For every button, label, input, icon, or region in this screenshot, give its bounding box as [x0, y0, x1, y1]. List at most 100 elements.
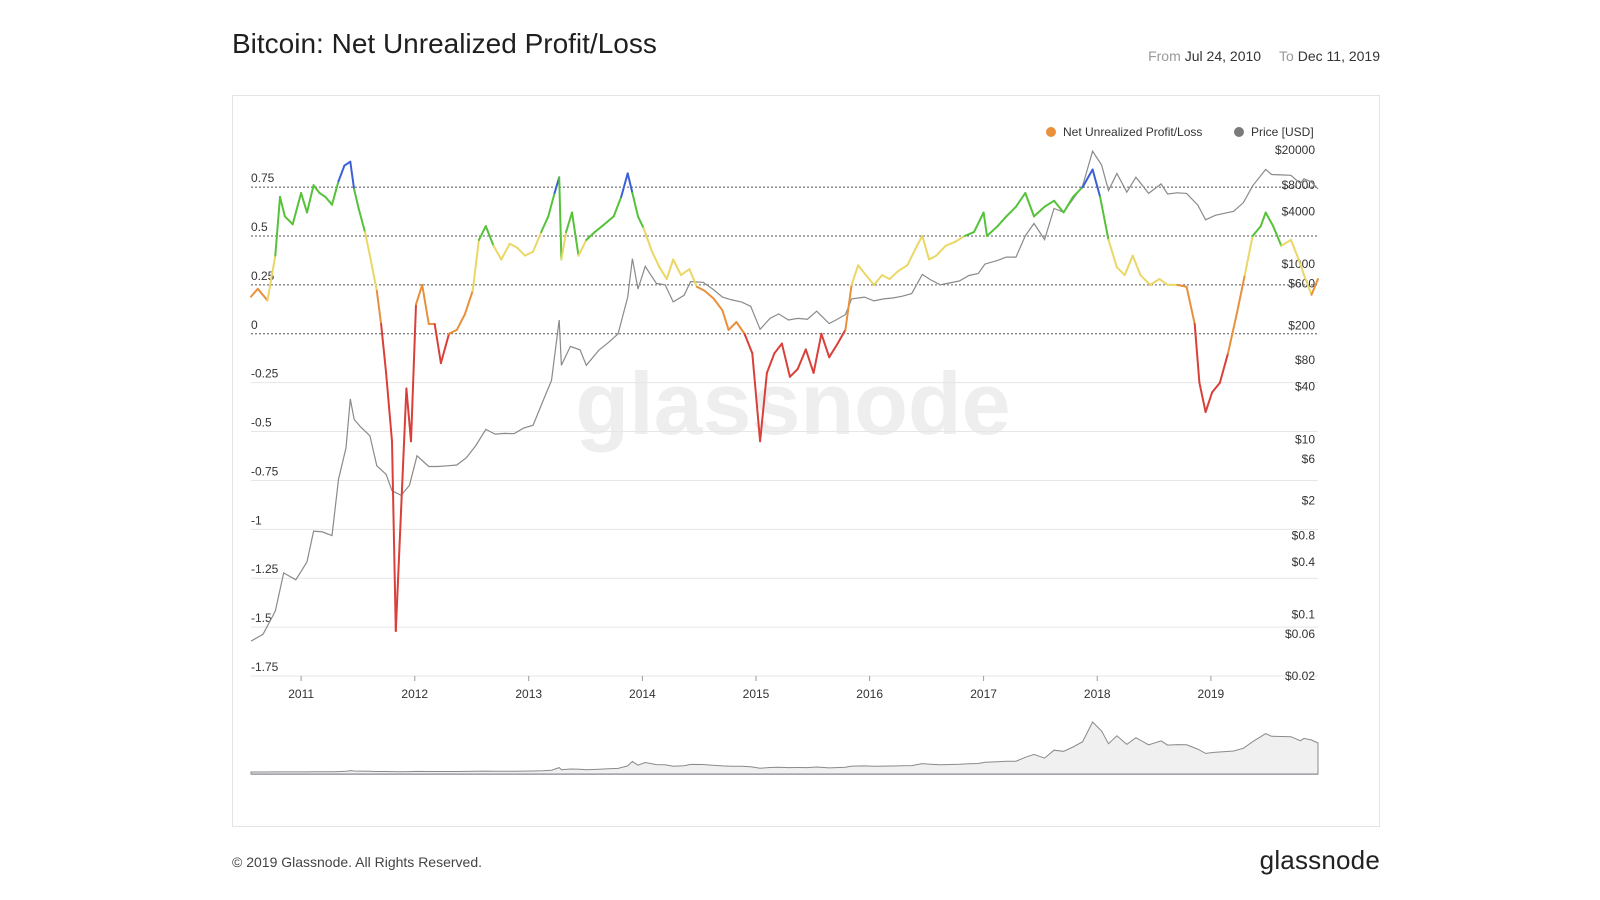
- nupl-segment: [651, 250, 661, 269]
- nupl-segment: [1251, 225, 1262, 237]
- nupl-segment: [765, 352, 776, 374]
- nupl-segment: [250, 287, 259, 298]
- nupl-segment: [492, 244, 503, 261]
- nupl-segment: [944, 240, 956, 247]
- nupl-series[interactable]: [250, 160, 1319, 632]
- nupl-segment: [897, 264, 909, 273]
- legend-nupl-label[interactable]: Net Unrealized Profit/Loss: [1063, 125, 1202, 139]
- nupl-segment: [368, 254, 378, 292]
- nupl-segment: [439, 332, 450, 365]
- nupl-segment: [620, 172, 629, 198]
- nupl-segment: [888, 270, 899, 280]
- nupl-segment: [1043, 199, 1055, 208]
- left-tick-label: -0.75: [251, 464, 279, 478]
- nupl-segment: [820, 332, 831, 359]
- x-tick-label: 2015: [743, 687, 770, 701]
- nupl-segment: [864, 274, 875, 286]
- nupl-segment: [306, 184, 315, 214]
- nupl-segment: [375, 289, 383, 325]
- nupl-segment: [357, 207, 366, 234]
- nupl-segment: [593, 223, 606, 234]
- from-date[interactable]: Jul 24, 2010: [1184, 48, 1262, 64]
- nupl-segment: [788, 368, 799, 378]
- nupl-segment: [1123, 254, 1134, 277]
- nupl-segment: [471, 238, 480, 292]
- navigator-area: [250, 721, 1319, 775]
- from-label: From: [1148, 48, 1181, 64]
- to-label: To: [1278, 48, 1294, 64]
- nupl-segment: [1131, 254, 1142, 277]
- right-tick-label: $4000: [1282, 204, 1316, 218]
- nupl-segment: [996, 215, 1008, 228]
- nupl-segment: [743, 332, 754, 355]
- right-tick-label: $0.4: [1292, 555, 1316, 569]
- nupl-segment: [1310, 278, 1319, 296]
- nupl-segment: [1176, 283, 1188, 288]
- nupl-segment: [1280, 238, 1292, 247]
- nupl-segment: [688, 268, 698, 288]
- nupl-segment: [500, 242, 511, 261]
- right-tick-label: $0.8: [1292, 529, 1316, 543]
- nupl-segment: [331, 180, 340, 206]
- nupl-segment: [349, 160, 356, 191]
- nupl-segment: [812, 332, 823, 374]
- to-date[interactable]: Dec 11, 2019: [1297, 48, 1380, 64]
- nupl-segment: [385, 371, 393, 443]
- x-tick-label: 2019: [1198, 687, 1225, 701]
- nupl-segment: [1185, 285, 1196, 325]
- nupl-segment: [916, 235, 924, 247]
- nupl-segment: [1227, 313, 1238, 355]
- glassnode-logo[interactable]: glassnode: [1259, 845, 1380, 875]
- nupl-segment: [1193, 323, 1201, 384]
- nupl-segment: [780, 342, 791, 378]
- nupl-segment: [410, 303, 417, 443]
- legend[interactable]: Net Unrealized Profit/Loss Price [USD]: [1046, 125, 1314, 139]
- nupl-segment: [712, 297, 724, 312]
- nupl-segment: [631, 192, 639, 218]
- nupl-segment: [577, 238, 588, 257]
- x-tick-label: 2014: [629, 687, 656, 701]
- nupl-segment: [954, 235, 966, 243]
- right-tick-label: $8000: [1282, 178, 1316, 192]
- nupl-segment: [1091, 168, 1102, 198]
- nupl-segment: [642, 227, 653, 253]
- left-tick-label: -1.5: [251, 611, 272, 625]
- copyright: © 2019 Glassnode. All Rights Reserved.: [232, 854, 483, 870]
- nupl-segment: [433, 323, 442, 365]
- nupl-segment: [637, 215, 645, 230]
- nupl-segment: [1033, 205, 1046, 218]
- nupl-segment: [540, 215, 550, 234]
- price-series[interactable]: [250, 149, 1319, 642]
- left-axis-ticks: 0.75 0.5 0.25 0 -0.25 -0.5 -0.75 -1 -1.25 -1.5 -1.…: [251, 171, 279, 674]
- right-tick-label: $0.1: [1292, 608, 1316, 622]
- nupl-segment: [394, 508, 403, 632]
- nupl-segment: [1149, 278, 1161, 286]
- nupl-chart[interactable]: glassnode 0.75 0.5 0.25 0 -0.25 -0.5 -0.75 -1 -1…: [233, 96, 1379, 826]
- nupl-segment: [405, 387, 412, 443]
- legend-price-label[interactable]: Price [USD]: [1251, 125, 1314, 139]
- chart-title: Bitcoin: Net Unrealized Profit/Loss: [232, 28, 657, 59]
- nupl-segment: [337, 164, 346, 183]
- nupl-segment: [850, 264, 860, 286]
- nupl-segment: [986, 225, 999, 237]
- nupl-segment: [565, 211, 573, 234]
- nupl-segment: [773, 342, 783, 355]
- nupl-segment: [759, 371, 768, 443]
- nupl-segment: [1053, 199, 1065, 214]
- nupl-segment: [1024, 192, 1035, 218]
- nupl-segment: [658, 266, 668, 280]
- nupl-segment: [291, 192, 303, 226]
- left-tick-label: -1.75: [251, 660, 279, 674]
- date-range[interactable]: From Jul 24, 2010 To Dec 11, 2019: [1148, 48, 1380, 64]
- nupl-segment: [735, 321, 746, 335]
- nupl-segment: [318, 192, 327, 198]
- nupl-segment: [844, 283, 853, 331]
- range-navigator[interactable]: [250, 721, 1319, 775]
- left-tick-label: 0.25: [251, 269, 275, 283]
- nupl-segment: [455, 313, 466, 331]
- left-tick-label: -1: [251, 513, 262, 527]
- right-tick-label: $80: [1295, 353, 1315, 367]
- nupl-segment: [1303, 274, 1313, 296]
- nupl-segment: [1107, 238, 1118, 269]
- left-tick-label: -1.25: [251, 562, 279, 576]
